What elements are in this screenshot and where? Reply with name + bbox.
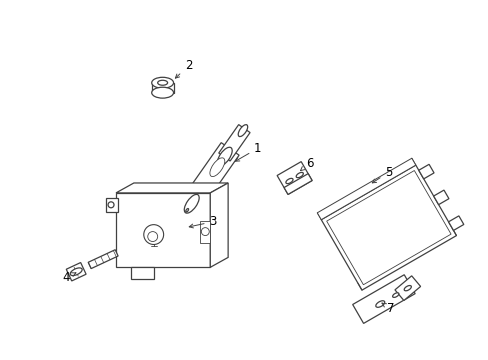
Polygon shape [218,125,249,161]
Polygon shape [433,190,448,204]
Ellipse shape [217,147,232,166]
Polygon shape [394,276,420,301]
Ellipse shape [404,285,410,291]
Ellipse shape [285,178,292,184]
Ellipse shape [296,172,303,178]
Polygon shape [210,183,228,267]
Text: 7: 7 [381,302,394,315]
Ellipse shape [209,158,224,176]
Ellipse shape [151,77,173,88]
Polygon shape [352,275,414,323]
Polygon shape [418,164,433,179]
Ellipse shape [201,228,209,235]
Polygon shape [277,162,311,194]
Polygon shape [321,165,456,290]
Text: 4: 4 [62,271,76,284]
Ellipse shape [392,293,398,297]
Text: 6: 6 [300,157,313,171]
Polygon shape [284,174,311,194]
Ellipse shape [147,231,157,242]
Ellipse shape [375,301,384,307]
Ellipse shape [70,268,82,275]
Polygon shape [183,198,200,211]
Ellipse shape [185,208,188,212]
Polygon shape [326,171,450,285]
Text: 3: 3 [189,215,217,228]
Ellipse shape [157,80,167,85]
Polygon shape [189,143,239,200]
Ellipse shape [184,194,199,213]
Text: 2: 2 [175,59,192,78]
Polygon shape [88,250,118,269]
Polygon shape [200,221,210,243]
Polygon shape [116,193,210,267]
Polygon shape [66,262,86,281]
Polygon shape [106,198,118,212]
Polygon shape [116,183,228,193]
Ellipse shape [143,225,163,244]
Ellipse shape [108,202,114,208]
Polygon shape [317,158,415,220]
Polygon shape [131,267,153,279]
Ellipse shape [238,125,247,136]
Ellipse shape [151,87,173,98]
Text: 1: 1 [235,142,261,161]
Polygon shape [447,216,463,230]
Text: 5: 5 [371,166,392,183]
